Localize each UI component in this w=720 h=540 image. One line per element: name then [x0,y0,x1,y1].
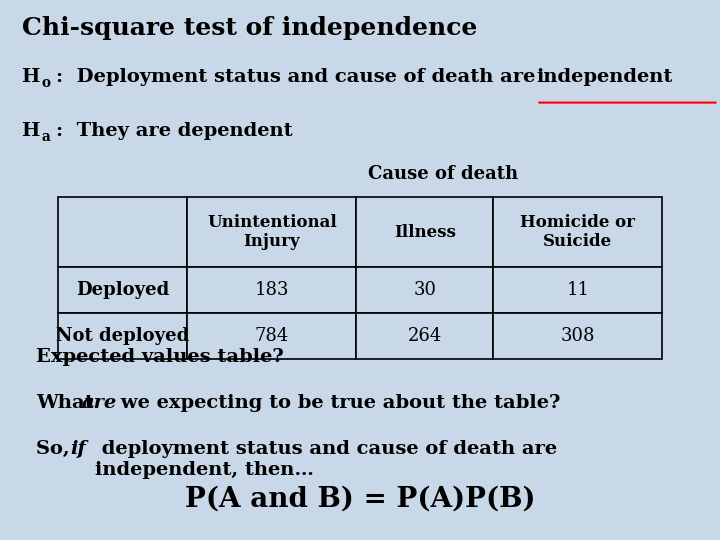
Text: Deployed: Deployed [76,281,169,299]
Text: 784: 784 [255,327,289,345]
Text: Illness: Illness [394,224,456,241]
Bar [187,313,356,359]
Bar [493,313,662,359]
Bar [187,267,356,313]
Text: H: H [22,122,40,139]
Text: 11: 11 [567,281,589,299]
Text: 183: 183 [255,281,289,299]
Bar [58,267,187,313]
Text: deployment status and cause of death are
independent, then…: deployment status and cause of death are… [95,440,557,479]
Text: What: What [36,394,101,412]
Text: 264: 264 [408,327,442,345]
Text: P(A and B) = P(A)P(B): P(A and B) = P(A)P(B) [185,486,535,513]
Text: Cause of death: Cause of death [368,165,518,183]
Text: Expected values table?: Expected values table? [36,348,284,366]
Bar [58,313,187,359]
Text: o: o [41,76,50,90]
Bar [356,267,493,313]
Text: independent: independent [536,68,672,85]
Bar [58,197,187,267]
Text: 308: 308 [561,327,595,345]
Text: we expecting to be true about the table?: we expecting to be true about the table? [114,394,560,412]
Bar [493,197,662,267]
Text: Chi-square test of independence: Chi-square test of independence [22,16,477,40]
Text: 30: 30 [413,281,436,299]
Text: a: a [41,130,50,144]
Text: :  Deployment status and cause of death are: : Deployment status and cause of death a… [56,68,542,85]
Bar [356,313,493,359]
Bar [493,267,662,313]
Text: if: if [70,440,86,458]
Text: So,: So, [36,440,76,458]
Text: Homicide or
Suicide: Homicide or Suicide [521,214,635,251]
Text: Unintentional
Injury: Unintentional Injury [207,214,337,251]
Text: Not deployed: Not deployed [55,327,189,345]
Text: are: are [82,394,117,412]
Bar [187,197,356,267]
Bar [356,197,493,267]
Text: :  They are dependent: : They are dependent [56,122,293,139]
Text: H: H [22,68,40,85]
